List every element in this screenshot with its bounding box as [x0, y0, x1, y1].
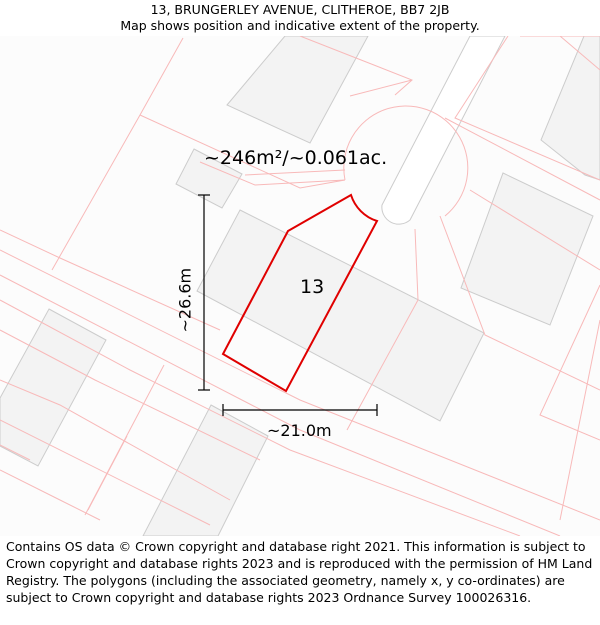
buildings-layer	[0, 36, 600, 536]
property-map[interactable]: ~246m²/~0.061ac. 13 ~21.0m ~26.6m	[0, 36, 600, 536]
map-subtitle: Map shows position and indicative extent…	[120, 18, 480, 33]
building	[0, 308, 107, 467]
building	[540, 36, 600, 181]
building	[460, 172, 594, 326]
building	[196, 209, 485, 422]
property-boundary[interactable]	[221, 193, 379, 393]
building	[142, 404, 269, 536]
width-dimension-label: ~21.0m	[267, 421, 332, 440]
road	[381, 36, 506, 225]
copyright-notice: Contains OS data © Crown copyright and d…	[6, 539, 593, 605]
plot-number-label: 13	[300, 276, 325, 298]
height-dimension-label: ~26.6m	[175, 267, 195, 333]
building	[226, 36, 369, 144]
parcels-layer	[0, 36, 600, 536]
building	[175, 148, 243, 209]
property-address: 13, BRUNGERLEY AVENUE, CLITHEROE, BB7 2J…	[150, 2, 450, 17]
road-layer	[381, 36, 506, 225]
dimension-lines	[198, 194, 378, 416]
map-header: 13, BRUNGERLEY AVENUE, CLITHEROE, BB7 2J…	[0, 0, 600, 36]
map-canvas	[0, 36, 600, 536]
area-label: ~246m²/~0.061ac.	[204, 147, 388, 169]
